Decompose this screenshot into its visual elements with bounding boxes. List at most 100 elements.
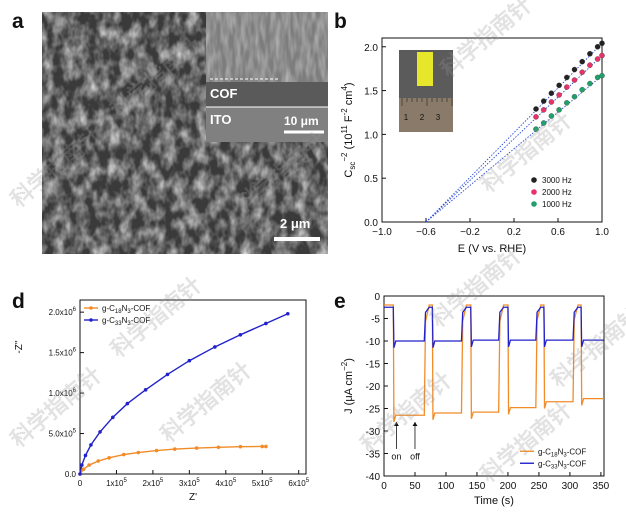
legend-marker (89, 318, 93, 322)
inset-label-ito: ITO (210, 112, 232, 127)
y-tick-label: 2.0 (364, 43, 378, 54)
y-tick-label: 0 (374, 292, 380, 303)
x-tick-label: 350 (593, 481, 610, 492)
x-tick-label: 200 (500, 481, 517, 492)
data-point (594, 44, 601, 50)
data-point (111, 415, 115, 420)
x-tick-label: 250 (531, 481, 548, 492)
y-tick-label: 0.5 (364, 174, 378, 185)
y-tick-label: -40 (366, 472, 381, 483)
panel-letter-a: a (12, 10, 24, 33)
y-tick-label: 1.0x106 (49, 388, 77, 398)
legend-label: 2000 Hz (542, 188, 572, 197)
x-tick-label: 6x105 (288, 478, 309, 488)
data-point (548, 99, 555, 105)
data-point (556, 82, 562, 89)
data-point (96, 459, 101, 463)
data-point (165, 372, 170, 377)
data-point (599, 40, 605, 47)
series-line (384, 306, 604, 348)
plot-frame (381, 37, 603, 223)
y-tick-label: -15 (366, 360, 381, 371)
panel-letter-b: b (334, 10, 347, 33)
y-tick-label: 1.0 (364, 130, 378, 141)
data-point (564, 100, 570, 106)
data-point (579, 86, 585, 93)
data-point (78, 472, 82, 476)
x-tick-label: 100 (438, 481, 455, 492)
data-point (285, 311, 290, 316)
x-tick-label: 50 (409, 481, 421, 492)
inset-sample (417, 52, 433, 86)
legend-label: 1000 Hz (542, 200, 572, 209)
data-point (154, 448, 159, 453)
data-point (594, 56, 601, 62)
data-point (238, 333, 243, 337)
data-point (533, 126, 539, 132)
data-point (260, 444, 265, 449)
series-line (79, 445, 266, 475)
data-point (548, 90, 555, 96)
legend-label: g-C33N3-COF (102, 316, 150, 327)
panel-letter-e: e (334, 290, 346, 313)
x-tick-label: 0.6 (551, 227, 565, 238)
annotation-label: on (391, 452, 401, 462)
y-tick-label: -35 (366, 450, 381, 461)
data-point (571, 66, 578, 73)
x-tick-label: 1x105 (106, 478, 127, 488)
data-point (264, 321, 268, 326)
x-tick-label: 0.2 (507, 227, 521, 238)
legend-marker (531, 177, 537, 183)
y-tick-label: -10 (366, 337, 381, 348)
sem-image: COF ITO 10 μm 2 μm (42, 12, 328, 254)
data-point (587, 80, 593, 87)
ruler-label: 2 (420, 113, 425, 122)
x-tick-label: 5x105 (252, 478, 273, 488)
main-scale-bar (274, 237, 320, 241)
ruler-label: 1 (404, 113, 409, 122)
legend-marker (531, 201, 537, 207)
data-point (540, 98, 547, 104)
series-line (384, 304, 604, 423)
y-tick-label: 5.0x105 (49, 429, 77, 439)
x-tick-label: 0 (381, 481, 387, 492)
y-axis-label: -Z'' (14, 340, 25, 353)
data-point (238, 444, 243, 449)
sem-inset-texture (206, 12, 328, 142)
y-tick-label: -5 (371, 315, 380, 326)
y-tick-label: 0.0 (364, 218, 378, 229)
data-point (599, 52, 605, 59)
fit-line (425, 75, 603, 223)
legend-label: 3000 Hz (542, 176, 572, 185)
data-point (216, 445, 221, 450)
y-axis-label: J (μA cm−2) (340, 358, 355, 414)
data-point (143, 388, 148, 392)
annotation-label: off (410, 452, 420, 462)
legend-label: g-C18N3-COF (102, 304, 150, 315)
inset-label-cof: COF (210, 86, 238, 101)
x-tick-label: −0.2 (460, 227, 480, 238)
data-point (125, 401, 130, 406)
y-tick-label: 2.0x106 (49, 307, 77, 317)
x-tick-label: 4x105 (215, 478, 236, 488)
data-point (187, 358, 192, 363)
x-tick-label: 150 (469, 481, 486, 492)
data-point (136, 450, 141, 455)
y-axis-label: Csc−2 (1011 F-2 cm4) (340, 82, 357, 177)
x-tick-label: 2x105 (143, 478, 164, 488)
sem-inset: COF ITO 10 μm (206, 12, 328, 142)
x-axis-label: Z' (189, 492, 197, 503)
data-point (533, 114, 539, 120)
data-point (579, 69, 585, 75)
data-point (533, 106, 539, 112)
legend-label: g-C33N3-COF (538, 459, 586, 470)
x-tick-label: −1.0 (372, 227, 392, 238)
ruler-label: 3 (436, 113, 441, 122)
y-tick-label: -30 (366, 427, 381, 438)
y-tick-label: 1.5 (364, 87, 378, 98)
y-tick-label: -25 (366, 405, 381, 416)
data-point (579, 58, 585, 65)
data-point (540, 107, 547, 113)
data-point (81, 467, 86, 471)
data-point (98, 430, 102, 434)
